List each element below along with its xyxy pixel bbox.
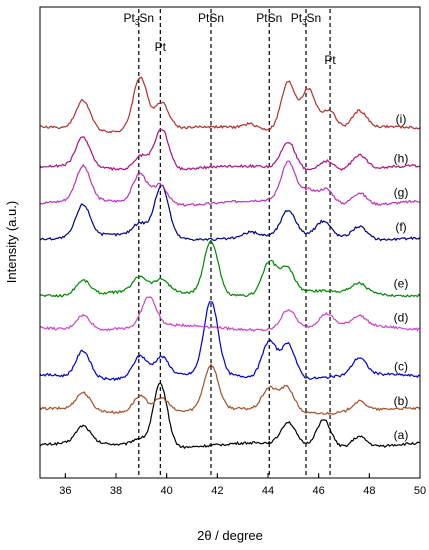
series-label: (h) xyxy=(394,151,409,165)
series-line-f xyxy=(39,184,421,242)
series-label: (c) xyxy=(394,360,408,374)
label-main: PtSn xyxy=(256,11,282,25)
series-line-a xyxy=(39,382,421,450)
series-label: (e) xyxy=(394,276,409,290)
series-labels: (a) (b) (c) (d) (e) (f) (g) (h) (i) xyxy=(394,112,409,442)
reference-line-label: Pt3Sn xyxy=(291,11,321,27)
label-main: Pt xyxy=(124,11,136,25)
series-line-b xyxy=(39,363,421,415)
label-subscript: 3 xyxy=(302,18,307,27)
plot-frame xyxy=(39,6,421,479)
x-tick-label: 40 xyxy=(161,485,173,497)
label-rest: Sn xyxy=(307,11,322,25)
reference-line-label: Pt xyxy=(324,53,336,67)
label-rest: Sn xyxy=(139,11,154,25)
series-label: (f) xyxy=(395,220,406,234)
label-main: Pt xyxy=(324,53,336,67)
series-line-i xyxy=(39,76,421,134)
reference-line-label: PtSn xyxy=(198,11,224,25)
label-subscript: 3 xyxy=(135,18,140,27)
x-tick-label: 36 xyxy=(59,485,71,497)
x-tick-label: 46 xyxy=(313,485,325,497)
reference-line-label: Pt3Sn xyxy=(124,11,154,27)
x-axis-ticks: 36 38 40 42 44 46 48 50 xyxy=(59,473,426,497)
x-axis-title: 2θ / degree xyxy=(197,528,263,543)
series-label: (d) xyxy=(394,311,409,325)
reference-line-label: Pt xyxy=(155,40,167,54)
x-tick-label: 48 xyxy=(363,485,375,497)
series-line-e xyxy=(39,239,421,298)
series-line-d xyxy=(39,296,420,332)
x-tick-label: 42 xyxy=(211,485,223,497)
series-label: (i) xyxy=(396,112,407,126)
label-main: Pt xyxy=(155,40,167,54)
y-axis-title: Intensity (a.u.) xyxy=(4,201,19,283)
series-label: (g) xyxy=(394,186,409,200)
series-line-h xyxy=(39,128,421,172)
reference-lines xyxy=(138,9,331,478)
label-main: PtSn xyxy=(198,11,224,25)
x-tick-label: 50 xyxy=(414,485,426,497)
series-label: (a) xyxy=(394,428,409,442)
series-line-g xyxy=(39,160,421,207)
x-tick-label: 38 xyxy=(110,485,122,497)
label-main: Pt xyxy=(291,11,303,25)
series-label: (b) xyxy=(394,394,409,408)
series-line-c xyxy=(39,301,421,382)
series-curves xyxy=(39,76,421,450)
reference-line-label: PtSn xyxy=(256,11,282,25)
x-tick-label: 44 xyxy=(262,485,274,497)
